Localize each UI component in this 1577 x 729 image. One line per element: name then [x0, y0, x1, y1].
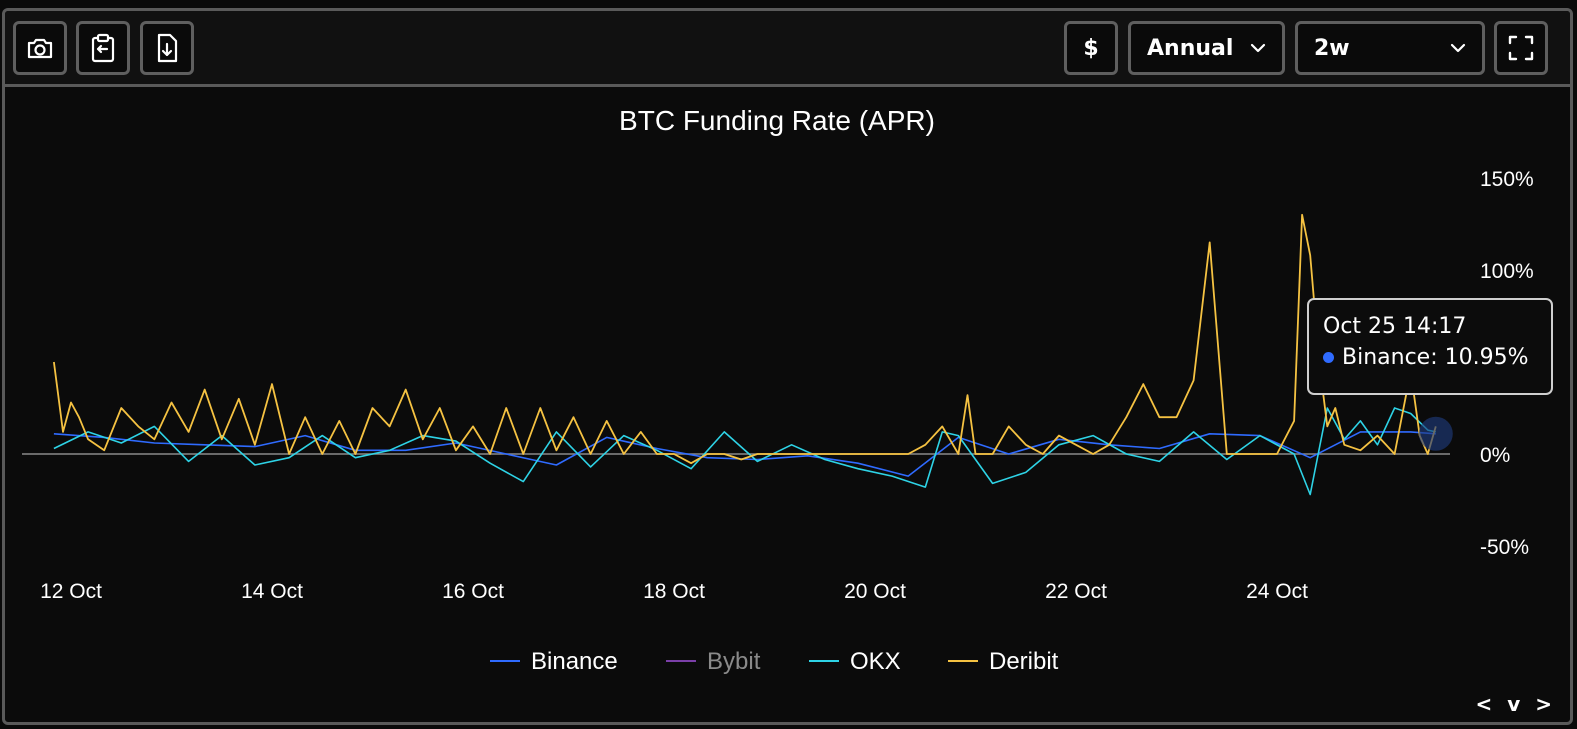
x-tick-label: 18 Oct: [643, 580, 705, 603]
legend: Binance Bybit OKX Deribit: [490, 648, 1059, 675]
legend-label: Binance: [531, 648, 618, 675]
copy-button[interactable]: [76, 21, 130, 75]
y-tick-label: 0%: [1480, 444, 1510, 467]
range-dropdown[interactable]: 2w: [1295, 21, 1485, 75]
legend-item-bybit[interactable]: Bybit: [666, 648, 761, 675]
tooltip: Oct 25 14:17 Binance: 10.95%: [1307, 298, 1553, 395]
legend-label: OKX: [850, 648, 901, 675]
y-tick-label: -50%: [1480, 536, 1529, 559]
fullscreen-button[interactable]: [1494, 21, 1548, 75]
x-tick-label: 20 Oct: [844, 580, 906, 603]
currency-label: $: [1083, 35, 1099, 61]
legend-item-okx[interactable]: OKX: [809, 648, 901, 675]
legend-item-binance[interactable]: Binance: [490, 648, 618, 675]
tooltip-value: 10.95%: [1444, 345, 1529, 370]
toolbar: $ Annual 2w: [5, 11, 1570, 87]
chevron-down-icon: [1250, 43, 1266, 53]
series-line-okx: [53, 407, 1436, 496]
screenshot-button[interactable]: [13, 21, 67, 75]
tooltip-time: Oct 25 14:17: [1323, 314, 1467, 339]
y-tick-label: 150%: [1480, 168, 1534, 191]
legend-label: Deribit: [989, 648, 1059, 675]
tooltip-series-dot: [1323, 352, 1334, 363]
period-dropdown[interactable]: Annual: [1128, 21, 1285, 75]
series-line-deribit: [53, 213, 1437, 465]
tooltip-separator: :: [1430, 345, 1445, 370]
camera-icon: [27, 38, 53, 59]
series-layer: [53, 213, 1437, 496]
chart-title: BTC Funding Rate (APR): [619, 105, 935, 136]
x-tick-label: 12 Oct: [40, 580, 102, 603]
legend-item-deribit[interactable]: Deribit: [948, 648, 1059, 675]
series-line-binance: [53, 431, 1436, 477]
y-tick-label: 100%: [1480, 260, 1534, 283]
x-tick-label: 22 Oct: [1045, 580, 1107, 603]
x-tick-label: 14 Oct: [241, 580, 303, 603]
tooltip-row: Binance: 10.95%: [1323, 345, 1537, 370]
currency-button[interactable]: $: [1064, 21, 1118, 75]
y-axis: 150% 100% 0% -50%: [1480, 168, 1534, 559]
period-value: Annual: [1147, 35, 1234, 61]
download-button[interactable]: [140, 21, 194, 75]
clipboard-icon: [91, 33, 115, 63]
legend-label: Bybit: [707, 648, 761, 675]
fullscreen-icon: [1508, 35, 1534, 61]
x-axis: 12 Oct 14 Oct 16 Oct 18 Oct 20 Oct 22 Oct 24 O…: [40, 580, 1308, 603]
tooltip-series: Binance: [1342, 345, 1431, 370]
x-tick-label: 16 Oct: [442, 580, 504, 603]
hover-marker: [1418, 416, 1453, 451]
x-tick-label: 24 Oct: [1246, 580, 1308, 603]
chevron-down-icon: [1450, 43, 1466, 53]
file-download-icon: [157, 33, 178, 63]
pager-controls[interactable]: < v >: [1475, 692, 1556, 716]
range-value: 2w: [1314, 35, 1350, 61]
